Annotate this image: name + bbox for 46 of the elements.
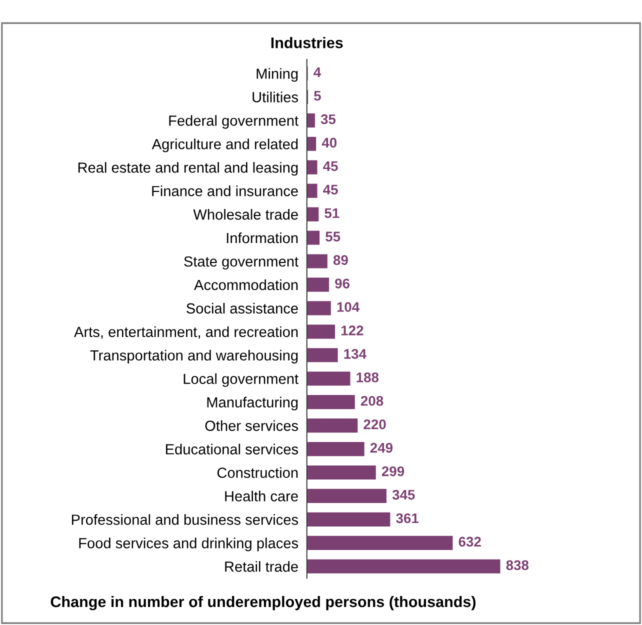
data-label: 45 [323,184,338,195]
data-label: 40 [322,138,337,148]
data-label: 632 [458,536,481,547]
data-label: 35 [320,114,336,124]
y-tick-label: Information [226,232,298,244]
data-label: 122 [341,326,364,336]
y-tick-label: Federal government [169,115,298,129]
y-tick-label: State government [184,256,298,270]
data-label: 96 [335,278,350,288]
data-label: 89 [333,255,348,265]
data-label: 5 [314,90,321,101]
data-label: 361 [396,513,419,524]
data-label: 45 [323,161,338,172]
y-tick-label: Utilities [252,92,298,102]
data-label: 134 [344,349,366,359]
data-label: 55 [326,232,340,242]
y-tick-label: Mining [256,68,298,82]
y-tick-label: Other services [205,420,298,431]
y-tick-label: Accommodation [194,279,298,290]
data-label: 4 [314,67,322,78]
y-tick-label: Professional and business services [72,514,298,525]
data-label: 208 [360,396,384,406]
y-tick-label: Health care [225,490,298,502]
y-tick-label: Finance and insurance [152,186,298,196]
y-axis-title: Industries [271,36,343,48]
data-label: 345 [392,490,415,500]
y-tick-label: Manufacturing [207,396,298,410]
data-label: 299 [382,466,404,476]
y-tick-label: Real estate and rental and leasing [78,162,298,176]
y-tick-label: Educational services [166,444,298,454]
data-label: 188 [356,372,379,382]
y-tick-label: Retail trade [225,561,298,572]
data-label: 104 [337,302,360,312]
y-tick-label: Arts, entertainment, and recreation [74,326,298,339]
data-label: 51 [324,208,340,218]
data-label: 838 [506,560,529,570]
data-label: 220 [364,419,386,430]
data-label: 249 [370,442,393,453]
y-tick-label: Food services and drinking places [79,538,298,552]
y-tick-label: Social assistance [186,302,298,314]
x-axis-title: Change in number of underemployed persons (thousands) [50,596,476,610]
y-tick-label: Local government [184,373,298,387]
y-tick-label: Construction [217,467,298,478]
y-tick-label: Transportation and warehousing [90,350,298,364]
y-tick-label: Wholesale trade [193,209,298,220]
y-tick-label: Agriculture and related [152,138,298,152]
